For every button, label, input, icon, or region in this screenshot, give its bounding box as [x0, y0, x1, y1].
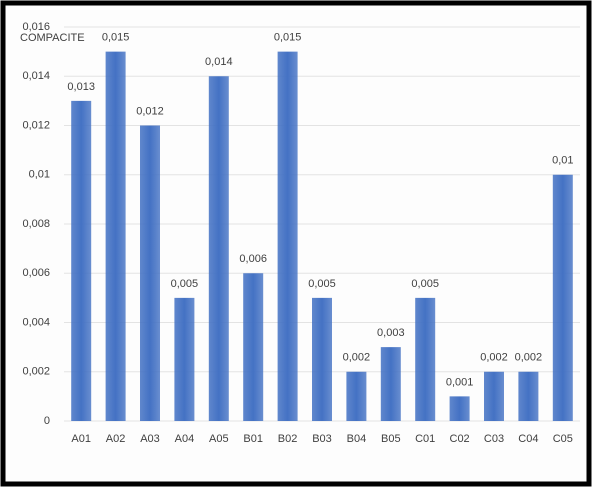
data-label: 0,012: [136, 105, 164, 117]
bar: [105, 51, 126, 421]
y-tick-label: 0: [44, 415, 50, 427]
bar: [174, 297, 195, 421]
x-tick-label: C02: [450, 433, 470, 445]
x-tick-label: A03: [140, 433, 160, 445]
data-label: 0,003: [377, 327, 405, 339]
bar: [484, 371, 504, 421]
data-label: 0,013: [67, 81, 95, 93]
x-tick-label: B02: [278, 433, 298, 445]
bar: [71, 100, 92, 421]
data-label: 0,014: [205, 56, 233, 68]
y-tick-label: 0,006: [22, 267, 50, 279]
x-tick-label: A04: [175, 433, 195, 445]
data-label: 0,002: [480, 352, 508, 364]
bar: [552, 174, 573, 421]
y-tick-label: 0,014: [22, 70, 50, 82]
x-tick-label: C01: [415, 433, 435, 445]
x-tick-label: B05: [381, 433, 401, 445]
data-label: 0,005: [308, 278, 336, 290]
bar: [449, 396, 470, 421]
data-label: 0,001: [446, 376, 474, 388]
data-label: 0,015: [102, 32, 130, 44]
bar: [277, 51, 298, 421]
bar: [243, 273, 264, 421]
bar: [380, 347, 401, 421]
y-tick-label: 0,008: [22, 218, 50, 230]
y-tick-label: 0,016: [22, 21, 50, 33]
data-label: 0,005: [171, 278, 199, 290]
x-tick-label: B04: [347, 433, 367, 445]
x-tick-label: A05: [209, 433, 229, 445]
x-tick-label: C04: [518, 433, 538, 445]
bar: [312, 297, 332, 421]
data-label: 0,002: [343, 352, 371, 364]
x-tick-label: C03: [484, 433, 504, 445]
data-label: 0,015: [274, 32, 302, 44]
y-tick-label: 0,002: [22, 366, 50, 378]
y-tick-label: 0,01: [29, 169, 50, 181]
bar: [140, 125, 160, 421]
data-label: 0,006: [239, 253, 267, 265]
chart-title: COMPACITE: [20, 32, 85, 44]
bar: [346, 371, 367, 421]
x-tick-label: B01: [243, 433, 263, 445]
bar: [415, 297, 436, 421]
x-tick-label: B03: [312, 433, 332, 445]
data-label: 0,005: [411, 278, 439, 290]
x-tick-label: A01: [71, 433, 91, 445]
data-label: 0,01: [552, 155, 573, 167]
y-tick-label: 0,004: [22, 316, 50, 328]
bar: [208, 76, 229, 421]
y-tick-label: 0,012: [22, 119, 50, 131]
x-tick-label: C05: [553, 433, 573, 445]
bar: [518, 371, 539, 421]
x-tick-label: A02: [106, 433, 126, 445]
data-label: 0,002: [515, 352, 543, 364]
